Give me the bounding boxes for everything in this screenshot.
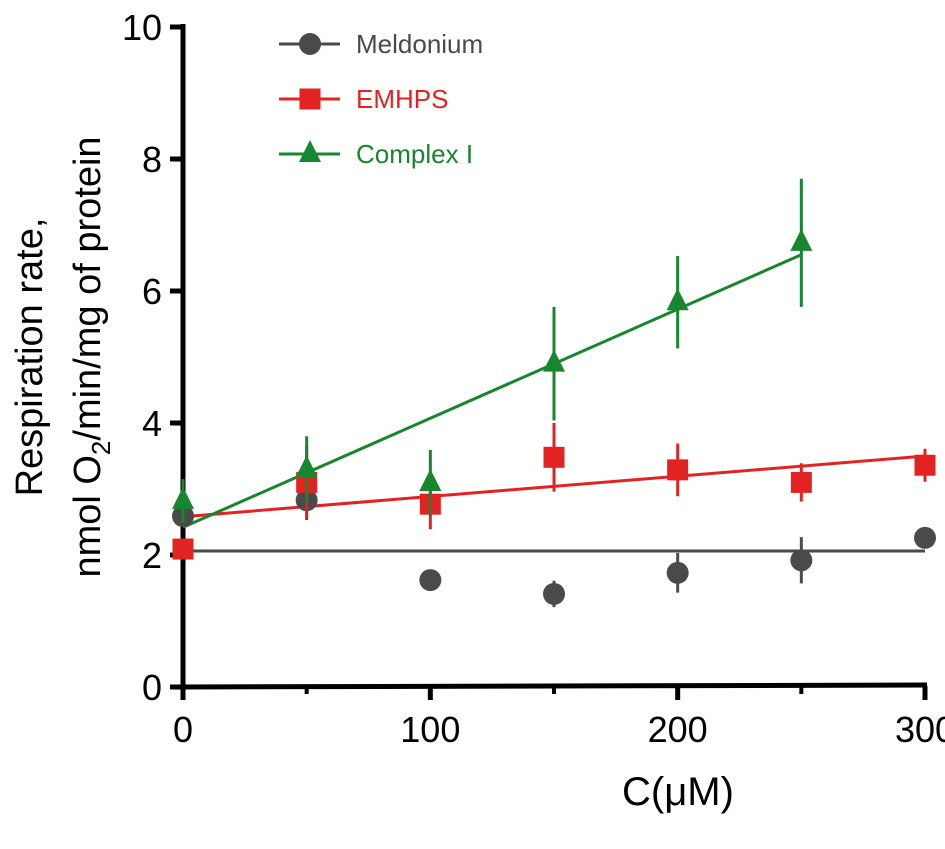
y-label-post: /min/mg of protein: [67, 136, 109, 440]
emhps-point: [172, 538, 194, 560]
complex-i-point: [172, 486, 194, 509]
y-label-pre: nmol O: [67, 455, 109, 577]
y-tick-label: 4: [142, 403, 162, 444]
legend-label: Complex I: [356, 139, 473, 169]
x-tick-label: 300: [895, 709, 945, 750]
y-tick-label: 6: [142, 271, 162, 312]
complex-i-point: [295, 455, 318, 478]
complex-i-point: [790, 228, 813, 251]
meldonium-point: [419, 569, 442, 592]
y-tick-label: 2: [142, 535, 162, 576]
legend-label: EMHPS: [356, 84, 448, 114]
emhps-point: [790, 471, 812, 493]
complex-i-point: [666, 288, 689, 311]
meldonium-point: [543, 582, 565, 605]
complex-i-fit-line: [182, 253, 802, 529]
y-tick-label: 0: [142, 667, 162, 708]
x-tick-label: 100: [400, 709, 460, 750]
emhps-point: [543, 446, 565, 468]
legend-marker-circle: [299, 33, 321, 55]
emhps-point: [667, 459, 689, 481]
meldonium-point: [666, 561, 689, 584]
complex-i-point: [419, 469, 442, 492]
legend-label: Meldonium: [356, 29, 483, 59]
y-axis-label-line2: nmol O2/min/mg of protein: [67, 136, 116, 577]
meldonium-point: [914, 526, 936, 549]
y-axis-label-line1: Respiration rate,: [9, 218, 51, 497]
y-tick-label: 8: [142, 139, 162, 180]
y-tick-label: 10: [122, 7, 162, 48]
x-tick-label: 0: [173, 709, 193, 750]
x-tick-label: 200: [648, 709, 708, 750]
complex-i-point: [543, 349, 565, 372]
legend-marker-triangle: [299, 140, 321, 162]
emhps-point: [914, 454, 936, 476]
x-axis-label: C(μM): [622, 770, 734, 814]
meldonium-point: [790, 549, 813, 572]
y-label-sub: 2: [86, 441, 116, 455]
legend-marker-square: [299, 88, 321, 110]
